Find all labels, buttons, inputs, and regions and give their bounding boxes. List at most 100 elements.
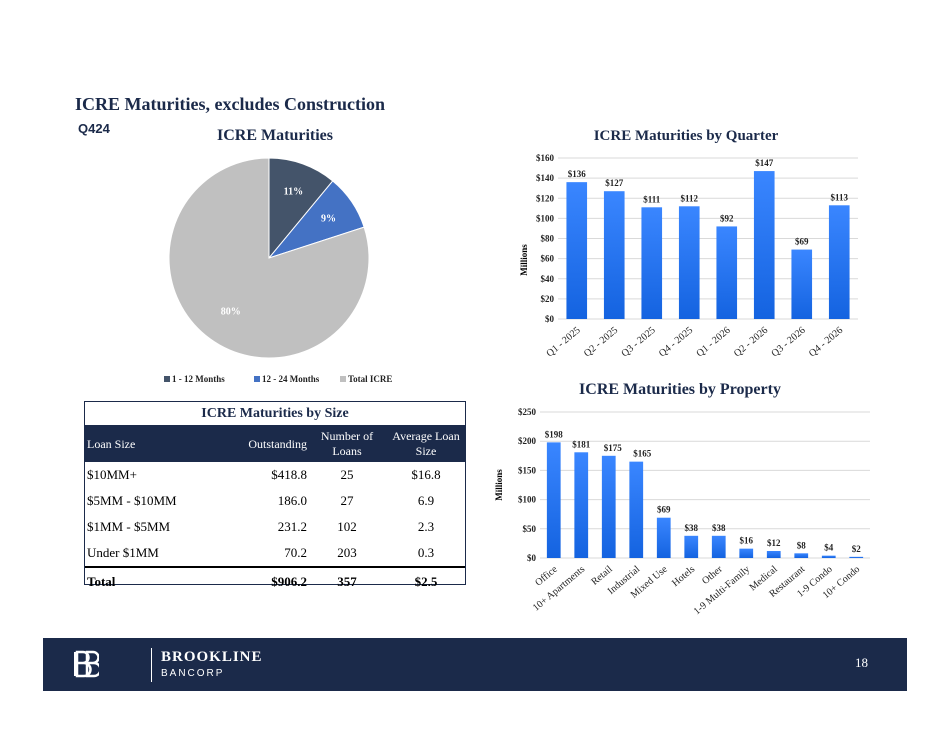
y-tick-label: $40	[541, 274, 555, 284]
y-tick-label: $140	[536, 173, 555, 183]
y-tick-label: $0	[527, 553, 537, 563]
table-total-row: Total $906.2 357 $2.5	[85, 566, 465, 596]
slide-title: ICRE Maturities, excludes Construction	[75, 94, 385, 114]
cell: 0.3	[417, 545, 435, 560]
x-tick-label: Q3 - 2025	[620, 325, 658, 359]
quarter-bar-chart: ICRE Maturities by Quarter Millions $0 $2…	[519, 128, 858, 359]
pie-slice	[268, 157, 334, 260]
brookline-logo-icon	[74, 650, 99, 678]
bar-value-label: $2	[852, 544, 862, 554]
y-tick-label: $250	[518, 407, 537, 417]
page-number: 18	[855, 655, 868, 670]
bar-value-label: $8	[797, 540, 807, 550]
property-chart-title: ICRE Maturities by Property	[579, 381, 781, 398]
legend-label: 1 - 12 Months	[172, 374, 225, 384]
x-tick-label: Q4 - 2025	[657, 325, 695, 359]
bar	[641, 207, 663, 319]
cell: 27	[340, 493, 354, 508]
bar-value-label: $147	[755, 158, 774, 168]
legend-swatch	[340, 376, 346, 382]
table-title: ICRE Maturities by Size	[85, 402, 465, 426]
cell: 102	[337, 519, 357, 534]
bar	[574, 452, 589, 558]
cell: Under $1MM	[87, 545, 159, 560]
cell: Total	[87, 574, 116, 589]
bar-value-label: $165	[633, 449, 652, 459]
bar	[821, 555, 836, 558]
bar-value-label: $69	[657, 505, 671, 515]
bar	[566, 182, 588, 319]
cell: $2.5	[414, 574, 438, 589]
x-tick-label: Q1 - 2025	[545, 325, 583, 359]
bar-value-label: $181	[572, 439, 591, 449]
table-row: $1MM - $5MM 231.2 102 2.3	[85, 514, 465, 540]
pie-slice-label: 11%	[284, 186, 303, 197]
bar	[849, 556, 864, 558]
y-tick-label: $200	[518, 436, 537, 446]
legend-swatch	[164, 376, 170, 382]
table-header: Loan Size Outstanding Number of Loans Av…	[85, 426, 465, 462]
bar	[629, 461, 644, 558]
x-tick-label: Q2 - 2025	[582, 325, 620, 359]
table-row: $5MM - $10MM 186.0 27 6.9	[85, 488, 465, 514]
bar-value-label: $136	[568, 169, 587, 179]
bar-value-label: $4	[824, 543, 834, 553]
table-row: $10MM+ $418.8 25 $16.8	[85, 462, 465, 488]
bar-value-label: $112	[680, 193, 698, 203]
legend-label: 12 - 24 Months	[262, 374, 320, 384]
pie-chart: ICRE Maturities 11% 9% 80% 1 - 12 Months 12…	[164, 127, 392, 384]
bar	[753, 171, 775, 319]
cell: 2.3	[417, 519, 435, 534]
brand-subname: BANCORP	[161, 668, 225, 679]
bar-value-label: $38	[712, 523, 726, 533]
bar	[684, 535, 699, 558]
cell: $906.2	[271, 574, 307, 589]
bar	[794, 553, 809, 558]
maturities-by-size-table: ICRE Maturities by Size Loan Size Outsta…	[84, 401, 466, 589]
brand-name: BROOKLINE	[161, 649, 263, 665]
bar-value-label: $12	[767, 538, 781, 548]
y-tick-label: $50	[523, 524, 537, 534]
bar	[739, 548, 754, 558]
property-ylabel: Millions	[494, 469, 504, 501]
header-loan-size: Loan Size	[87, 436, 136, 451]
cell: 203	[337, 545, 357, 560]
y-tick-label: $160	[536, 153, 555, 163]
bar	[766, 550, 781, 558]
bar-value-label: $175	[604, 443, 623, 453]
cell: $5MM - $10MM	[87, 493, 177, 508]
x-tick-label: Q1 - 2026	[695, 325, 733, 359]
bar	[711, 535, 726, 558]
legend-swatch	[254, 376, 260, 382]
header-average-loan-size: Average Loan Size	[392, 429, 460, 458]
y-tick-label: $60	[541, 254, 555, 264]
footer-divider	[151, 648, 152, 682]
y-tick-label: $80	[541, 234, 555, 244]
y-tick-label: $0	[545, 314, 555, 324]
pie-title: ICRE Maturities	[217, 127, 333, 144]
header-number-of-loans: Number of Loans	[320, 429, 374, 458]
cell: $418.8	[271, 467, 307, 482]
bar-value-label: $38	[685, 523, 699, 533]
y-tick-label: $20	[541, 294, 555, 304]
y-tick-label: $100	[536, 213, 555, 223]
quarter-chart-title: ICRE Maturities by Quarter	[594, 128, 779, 144]
bar	[656, 517, 671, 558]
bar-value-label: $127	[605, 178, 624, 188]
bar-value-label: $92	[720, 213, 734, 223]
property-bar-chart: ICRE Maturities by Property Millions $0 $…	[494, 381, 870, 617]
legend-label: Total ICRE	[348, 374, 392, 384]
quarter-ylabel: Millions	[519, 244, 529, 276]
bar	[791, 249, 813, 319]
bar	[716, 226, 738, 319]
pie-slice-label: 9%	[321, 214, 336, 225]
bar-value-label: $16	[740, 536, 754, 546]
bar	[678, 206, 700, 319]
bar-value-label: $198	[545, 429, 564, 439]
y-tick-label: $100	[518, 495, 537, 505]
bar-value-label: $113	[830, 192, 848, 202]
cell: $1MM - $5MM	[87, 519, 171, 534]
x-tick-label: Q3 - 2026	[770, 325, 808, 359]
cell: $10MM+	[87, 467, 137, 482]
bar-value-label: $111	[643, 194, 661, 204]
